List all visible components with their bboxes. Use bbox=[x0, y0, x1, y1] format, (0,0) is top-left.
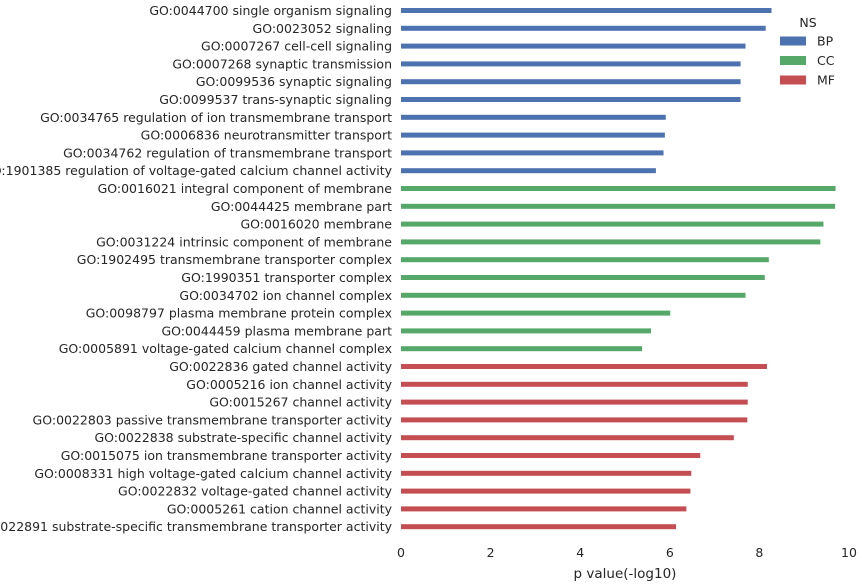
bar bbox=[401, 150, 664, 156]
legend-label: BP bbox=[817, 34, 834, 49]
x-tick-label: 4 bbox=[576, 545, 584, 560]
bar bbox=[401, 8, 772, 13]
category-label: GO:0022838 substrate-specific channel ac… bbox=[94, 430, 392, 445]
category-label: GO:0099536 synaptic signaling bbox=[196, 74, 392, 89]
category-label: GO:1990351 transporter complex bbox=[181, 270, 392, 285]
category-label: GO:1902495 transmembrane transporter com… bbox=[77, 252, 392, 267]
legend-swatch bbox=[780, 56, 806, 65]
bar bbox=[401, 435, 734, 441]
x-tick-label: 6 bbox=[666, 545, 674, 560]
bar bbox=[401, 470, 692, 476]
bar bbox=[401, 132, 665, 138]
category-label: GO:0044700 single organism signaling bbox=[149, 3, 392, 18]
x-tick-label: 8 bbox=[755, 545, 763, 560]
legend-title: NS bbox=[799, 15, 816, 30]
bar bbox=[401, 310, 671, 316]
category-label: GO:0005261 cation channel activity bbox=[167, 501, 393, 516]
legend: NS BP CC MF bbox=[780, 15, 835, 88]
bar bbox=[401, 168, 656, 174]
category-label: GO:0005891 voltage-gated calcium channel… bbox=[59, 341, 392, 356]
category-labels: GO:0044700 single organism signaling GO:0… bbox=[0, 3, 393, 534]
x-axis-ticks: 0 2 4 6 8 10 bbox=[397, 545, 857, 560]
bar bbox=[401, 524, 677, 530]
category-label: GO:0034765 regulation of ion transmembra… bbox=[40, 110, 392, 125]
bar bbox=[401, 275, 765, 280]
legend-swatch bbox=[780, 75, 806, 85]
category-label: GO:0044459 plasma membrane part bbox=[161, 323, 392, 338]
bar bbox=[401, 453, 701, 458]
category-label: GO:0034762 regulation of transmembrane t… bbox=[63, 145, 392, 160]
bar bbox=[401, 506, 687, 512]
category-label: GO:0022803 passive transmembrane transpo… bbox=[33, 412, 393, 427]
category-label: GO:0034702 ion channel complex bbox=[179, 288, 392, 303]
category-label: GO:0031224 intrinsic component of membra… bbox=[96, 234, 392, 249]
bar bbox=[401, 381, 748, 387]
category-label: GO:0016020 membrane bbox=[240, 217, 392, 232]
bar bbox=[401, 186, 836, 191]
legend-label: CC bbox=[817, 53, 835, 68]
bar bbox=[401, 239, 821, 245]
bar bbox=[401, 25, 766, 31]
category-label: GO:0098797 plasma membrane protein compl… bbox=[86, 306, 392, 321]
category-label: GO:0022832 voltage-gated channel activit… bbox=[118, 484, 393, 499]
category-label: GO:0044425 membrane part bbox=[211, 199, 392, 214]
category-label: GO:0022836 gated channel activity bbox=[169, 359, 392, 374]
bar bbox=[401, 79, 741, 85]
bar bbox=[401, 364, 768, 369]
legend-swatch bbox=[780, 36, 806, 46]
bar bbox=[401, 328, 651, 334]
bar bbox=[401, 203, 836, 209]
x-axis-label: p value(-log10) bbox=[574, 566, 677, 582]
bar bbox=[401, 221, 824, 227]
legend-label: MF bbox=[817, 73, 835, 88]
bar bbox=[401, 257, 769, 263]
category-label: GO:0099537 trans-synaptic signaling bbox=[159, 92, 392, 107]
category-label: GO:0007267 cell-cell signaling bbox=[201, 39, 392, 54]
category-label: GO:0005216 ion channel activity bbox=[186, 377, 392, 392]
bar bbox=[401, 61, 741, 67]
bar bbox=[401, 43, 746, 49]
bar bbox=[401, 417, 748, 423]
category-label: GO:1901385 regulation of voltage-gated c… bbox=[0, 163, 393, 178]
bar bbox=[401, 399, 748, 405]
bars-layer bbox=[401, 8, 836, 530]
category-label: GO:0016021 integral component of membran… bbox=[98, 181, 393, 196]
category-label: GO:0015267 channel activity bbox=[209, 395, 392, 410]
category-label: GO:0023052 signaling bbox=[253, 21, 392, 36]
x-tick-label: 10 bbox=[841, 545, 857, 560]
category-label: GO:0008331 high voltage-gated calcium ch… bbox=[34, 466, 392, 481]
bar bbox=[401, 488, 691, 494]
x-tick-label: 0 bbox=[397, 545, 405, 560]
category-label: GO:0007268 synaptic transmission bbox=[172, 56, 392, 71]
category-label: GO:0022891 substrate-specific transmembr… bbox=[0, 519, 393, 534]
bar bbox=[401, 346, 643, 352]
bar bbox=[401, 114, 666, 120]
category-label: GO:0006836 neurotransmitter transport bbox=[141, 128, 392, 143]
x-tick-label: 2 bbox=[487, 545, 495, 560]
bar bbox=[401, 97, 741, 102]
bar bbox=[401, 292, 746, 298]
category-label: GO:0015075 ion transmembrane transporter… bbox=[61, 448, 393, 463]
